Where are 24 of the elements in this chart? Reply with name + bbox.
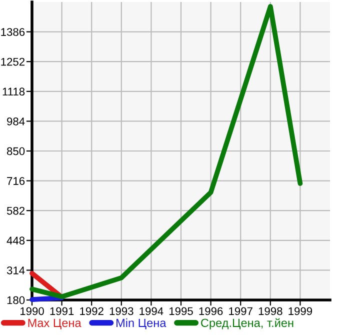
y-tick-label: 1386	[1, 28, 25, 36]
y-tick-label: 1118	[2, 88, 25, 96]
x-tick-label: 1993	[110, 307, 134, 316]
y-tick-label: 716	[7, 177, 25, 185]
x-tick-label: 1992	[80, 307, 104, 316]
x-tick-label: 1995	[169, 307, 193, 316]
legend-label: Max Цена	[28, 318, 82, 330]
x-tick-label: 1996	[199, 307, 223, 316]
x-tick-label: 1998	[258, 307, 282, 316]
y-tick-label: 448	[6, 236, 25, 245]
y-tick-label: 1252	[1, 58, 24, 66]
y-tick-label: 984	[7, 117, 25, 126]
x-tick-label: 1990	[20, 307, 44, 316]
x-tick-label: 1991	[50, 307, 74, 316]
legend-label: Min Цена	[116, 318, 166, 330]
x-tick-label: 1999	[288, 307, 312, 316]
y-tick-label: 850	[7, 147, 25, 156]
legend-label: Сред.Цена, т.йен	[201, 318, 294, 330]
y-tick-label: 582	[6, 206, 24, 215]
line-series	[30, 4, 303, 300]
x-tick-label: 1994	[140, 307, 164, 316]
x-tick-label: 1997	[229, 307, 252, 316]
y-tick-label: 180	[7, 296, 25, 304]
y-tick-label: 314	[6, 266, 25, 274]
